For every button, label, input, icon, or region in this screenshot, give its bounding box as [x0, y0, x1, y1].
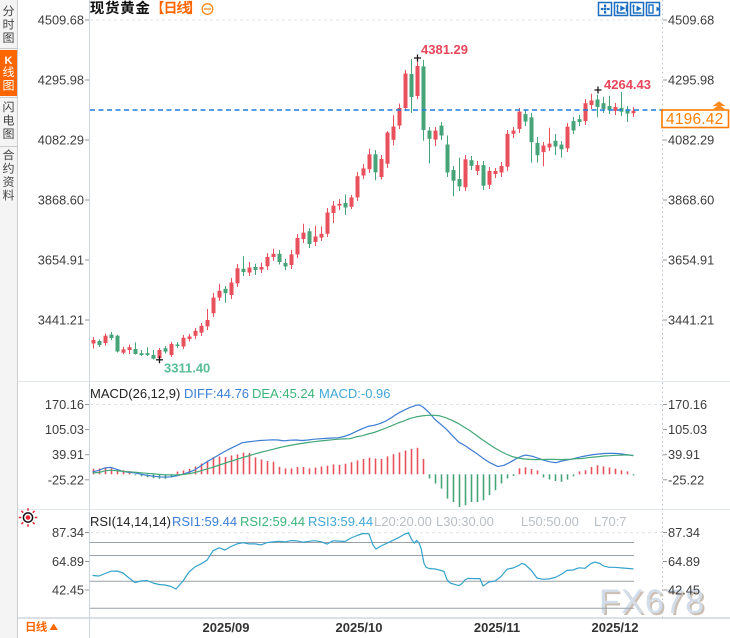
svg-text:L50:50.00: L50:50.00: [521, 514, 579, 529]
svg-text:4509.68: 4509.68: [668, 13, 714, 28]
svg-text:4082.29: 4082.29: [668, 133, 714, 148]
svg-text:3868.60: 3868.60: [38, 193, 84, 208]
svg-text:4196.42: 4196.42: [666, 111, 723, 128]
svg-text:87.34: 87.34: [52, 525, 84, 540]
svg-text:2025/11: 2025/11: [474, 620, 520, 635]
svg-text:RSI1:59.44: RSI1:59.44: [172, 514, 237, 529]
svg-text:170.16: 170.16: [45, 397, 84, 412]
svg-text:L30:30.00: L30:30.00: [436, 514, 494, 529]
svg-text:3868.60: 3868.60: [668, 193, 714, 208]
svg-text:RSI2:59.44: RSI2:59.44: [240, 514, 305, 529]
svg-text:64.89: 64.89: [668, 554, 700, 569]
svg-text:2025/10: 2025/10: [336, 620, 383, 635]
svg-text:3311.40: 3311.40: [164, 361, 210, 376]
svg-text:L70:7: L70:7: [594, 514, 627, 529]
svg-text:4082.29: 4082.29: [38, 133, 84, 148]
svg-text:MACD(26,12,9): MACD(26,12,9): [90, 386, 180, 401]
svg-text:4295.98: 4295.98: [668, 73, 714, 88]
svg-text:-25.22: -25.22: [48, 472, 84, 487]
svg-text:2025/12: 2025/12: [592, 620, 639, 635]
svg-text:4264.43: 4264.43: [604, 77, 651, 92]
svg-text:105.03: 105.03: [45, 422, 84, 437]
svg-text:2025/09: 2025/09: [203, 620, 250, 635]
svg-text:K: K: [5, 55, 13, 67]
svg-text:3441.21: 3441.21: [38, 313, 84, 328]
svg-text:170.16: 170.16: [668, 397, 707, 412]
svg-text:3654.91: 3654.91: [38, 253, 84, 268]
svg-text:39.91: 39.91: [668, 447, 700, 462]
svg-text:39.91: 39.91: [52, 447, 84, 462]
svg-text:L20:20.00: L20:20.00: [374, 514, 432, 529]
svg-text:-25.22: -25.22: [668, 472, 704, 487]
svg-text:4295.98: 4295.98: [38, 73, 84, 88]
svg-text:3654.91: 3654.91: [668, 253, 714, 268]
svg-text:42.45: 42.45: [52, 583, 84, 598]
svg-text:DIFF:44.76: DIFF:44.76: [184, 386, 249, 401]
svg-text:RSI(14,14,14): RSI(14,14,14): [90, 514, 171, 529]
svg-text:FX678: FX678: [601, 585, 707, 623]
svg-text:105.03: 105.03: [668, 422, 707, 437]
svg-text:MACD:-0.96: MACD:-0.96: [319, 386, 391, 401]
svg-text:DEA:45.24: DEA:45.24: [252, 386, 315, 401]
svg-text:4381.29: 4381.29: [421, 42, 468, 57]
svg-text:64.89: 64.89: [52, 554, 84, 569]
svg-text:FX678: FX678: [599, 583, 705, 621]
svg-text:4509.68: 4509.68: [38, 13, 84, 28]
svg-text:87.34: 87.34: [668, 525, 700, 540]
svg-text:RSI3:59.44: RSI3:59.44: [308, 514, 373, 529]
svg-text:42.45: 42.45: [668, 583, 700, 598]
svg-text:3441.21: 3441.21: [668, 313, 714, 328]
